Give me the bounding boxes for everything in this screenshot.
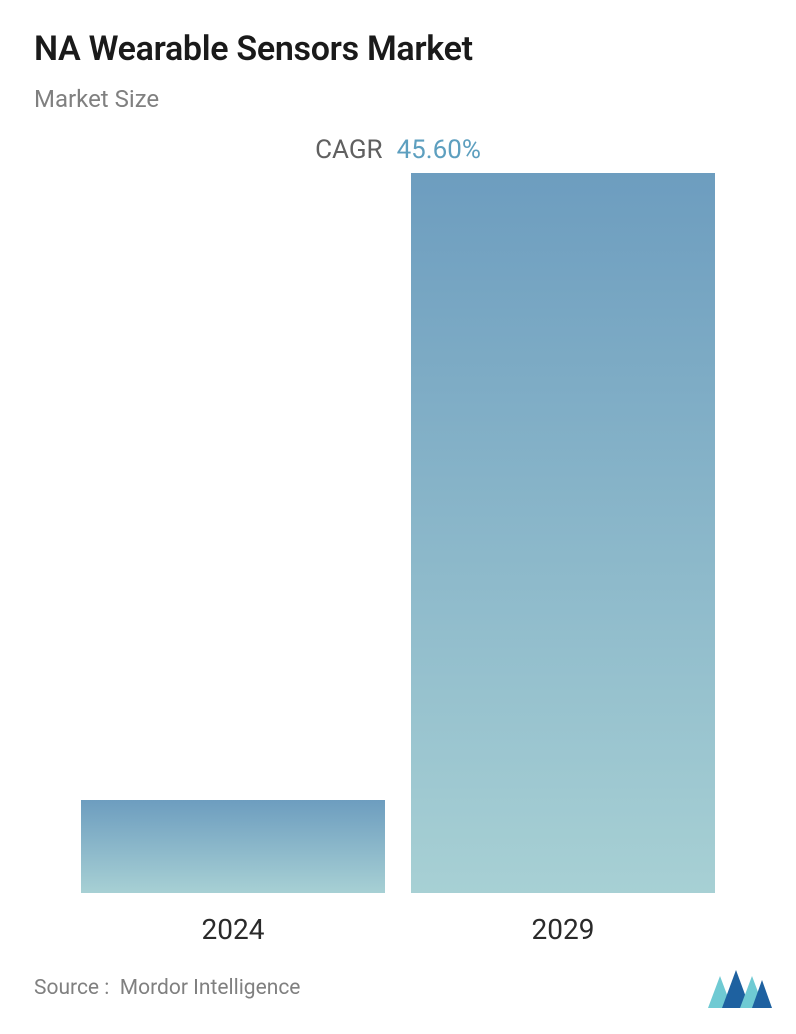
- market-chart-card: NA Wearable Sensors Market Market Size C…: [0, 0, 796, 1034]
- cagr-row: CAGR 45.60%: [34, 135, 762, 165]
- bars-container: [34, 173, 762, 893]
- chart-plot-area: [34, 173, 762, 893]
- chart-subtitle: Market Size: [34, 85, 762, 113]
- cagr-label: CAGR: [315, 135, 382, 165]
- x-label-0: 2024: [81, 913, 385, 946]
- bar-col-0: [81, 173, 385, 893]
- bar-0: [81, 800, 385, 892]
- bar-col-1: [411, 173, 715, 893]
- footer-row: Source : Mordor Intelligence: [34, 968, 772, 1008]
- source-text: Source : Mordor Intelligence: [34, 976, 300, 1000]
- brand-logo-icon: [708, 968, 772, 1008]
- x-axis-labels: 2024 2029: [34, 913, 762, 946]
- chart-title: NA Wearable Sensors Market: [34, 28, 762, 71]
- bar-1: [411, 173, 715, 893]
- cagr-value: 45.60%: [397, 135, 481, 165]
- x-label-1: 2029: [411, 913, 715, 946]
